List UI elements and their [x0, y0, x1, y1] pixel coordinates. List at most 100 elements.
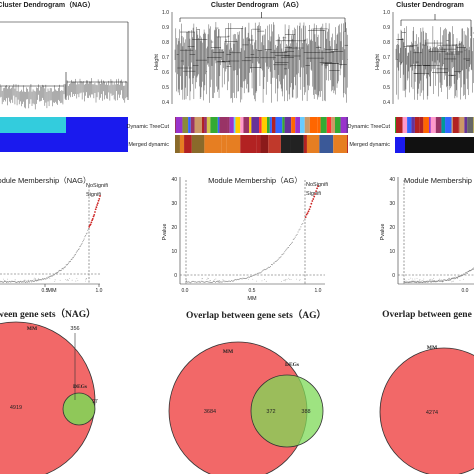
- signif-point: [312, 198, 315, 200]
- nosignif-point: [288, 246, 290, 248]
- nosignif-point: [61, 268, 63, 270]
- nosignif-point: [32, 281, 34, 283]
- dendrogram-third-panel: Cluster Dendrogram Height 1.0 0.9 0.8 0.…: [348, 2, 474, 153]
- membership-nag-xtick-label: 0.5: [42, 288, 49, 294]
- nosignif-point: [442, 279, 444, 281]
- nosignif-point: [290, 279, 292, 281]
- nosignif-point: [85, 233, 87, 235]
- dendrogram-ag-ytick: 1.0: [162, 10, 169, 16]
- nosignif-point: [275, 260, 277, 262]
- dynamic-module-segment: [267, 117, 270, 133]
- nosignif-point: [58, 270, 60, 272]
- nosignif-point: [227, 281, 229, 283]
- nosignif-point: [241, 278, 243, 280]
- nosignif-point: [255, 274, 257, 276]
- nosignif-point: [441, 280, 443, 282]
- nosignif-point: [3, 278, 4, 280]
- nosignif-point: [234, 279, 236, 281]
- nosignif-point: [286, 278, 288, 280]
- nosignif-point: [26, 281, 28, 283]
- nosignif-point: [274, 261, 276, 263]
- nosignif-point: [233, 279, 235, 281]
- nosignif-point: [430, 280, 432, 282]
- nosignif-point: [83, 238, 85, 240]
- dynamic-module-segment: [423, 117, 429, 133]
- nosignif-point: [289, 245, 291, 247]
- merged-module-segment: [333, 135, 348, 153]
- merged-module-segment: [175, 135, 180, 153]
- venn-ag-mm-label: MM: [223, 349, 234, 355]
- nosignif-point: [77, 250, 79, 252]
- nosignif-point: [408, 278, 410, 280]
- nosignif-point: [86, 278, 87, 279]
- nosignif-point: [284, 279, 285, 281]
- nosignif-point: [278, 257, 280, 259]
- nosignif-point: [3, 280, 5, 281]
- membership-ag-xtick-label: 0.0: [182, 288, 189, 294]
- nosignif-point: [215, 278, 217, 280]
- nosignif-point: [405, 280, 407, 282]
- nosignif-point: [250, 276, 252, 278]
- dynamic-module-segment: [414, 117, 420, 133]
- nosignif-point: [69, 261, 71, 263]
- nosignif-point: [37, 280, 39, 282]
- nosignif-point: [66, 279, 68, 281]
- nosignif-point: [188, 280, 190, 282]
- dynamic-module-segment: [411, 117, 415, 133]
- nosignif-point: [280, 280, 282, 282]
- dynamic-module-segment: [190, 117, 195, 133]
- nosignif-point: [242, 277, 244, 279]
- dendrogram-nag-title: Cluster Dendrogram（NAG）: [0, 1, 95, 9]
- nosignif-point: [254, 273, 256, 275]
- signif-point: [88, 226, 91, 228]
- nosignif-point: [412, 278, 413, 280]
- nosignif-point: [432, 279, 434, 281]
- nosignif-point: [283, 252, 285, 254]
- nosignif-point: [82, 241, 84, 243]
- nosignif-point: [5, 281, 7, 282]
- dynamic-module-segment: [346, 117, 348, 133]
- nosignif-point: [67, 263, 69, 265]
- dynamic-module-segment: [331, 117, 336, 133]
- dynamic-module-segment: [445, 117, 452, 133]
- dynamic-module-segment: [407, 117, 412, 133]
- nosignif-point: [265, 269, 267, 271]
- membership-third-panel: Module Membership Pvalue 40 30 20 10 0 0…: [380, 176, 474, 294]
- dendrogram-third-ytick: 0.7: [383, 55, 390, 61]
- dynamic-module-segment: [194, 117, 202, 133]
- nosignif-point: [189, 281, 191, 283]
- nosignif-point: [209, 281, 211, 283]
- signif-point: [95, 206, 98, 209]
- nosignif-point: [87, 229, 89, 231]
- nosignif-point: [285, 249, 287, 251]
- nosignif-point: [299, 228, 301, 230]
- nosignif-point: [212, 281, 214, 283]
- dynamic-module-segment: [441, 117, 446, 133]
- nosignif-point: [240, 278, 242, 280]
- nosignif-point: [276, 259, 278, 261]
- dendrogram-ag-ytick: 0.7: [162, 55, 169, 61]
- membership-ag-ytick: 10: [171, 249, 177, 255]
- nosignif-point: [304, 218, 306, 220]
- nosignif-point: [206, 279, 208, 280]
- nosignif-point: [220, 281, 222, 283]
- nosignif-point: [199, 281, 201, 283]
- nosignif-point: [57, 272, 59, 274]
- dynamic-module-segment: [275, 117, 283, 133]
- nosignif-point: [252, 278, 254, 280]
- dendrogram-ag-title: Cluster Dendrogram（AG）: [211, 1, 303, 9]
- nosignif-point: [64, 266, 66, 268]
- signif-point: [305, 213, 308, 216]
- third-merged-bar-blue: [395, 137, 405, 153]
- nosignif-point: [31, 280, 32, 281]
- merged-module-segment: [184, 135, 192, 153]
- nosignif-point: [270, 266, 272, 268]
- dynamic-module-segment: [182, 117, 189, 133]
- nosignif-point: [433, 277, 435, 279]
- nosignif-point: [85, 235, 87, 237]
- dynamic-module-segment: [295, 117, 301, 133]
- nosignif-point: [271, 264, 273, 266]
- nosignif-point: [26, 280, 28, 282]
- nag-merged-bar: [0, 133, 128, 152]
